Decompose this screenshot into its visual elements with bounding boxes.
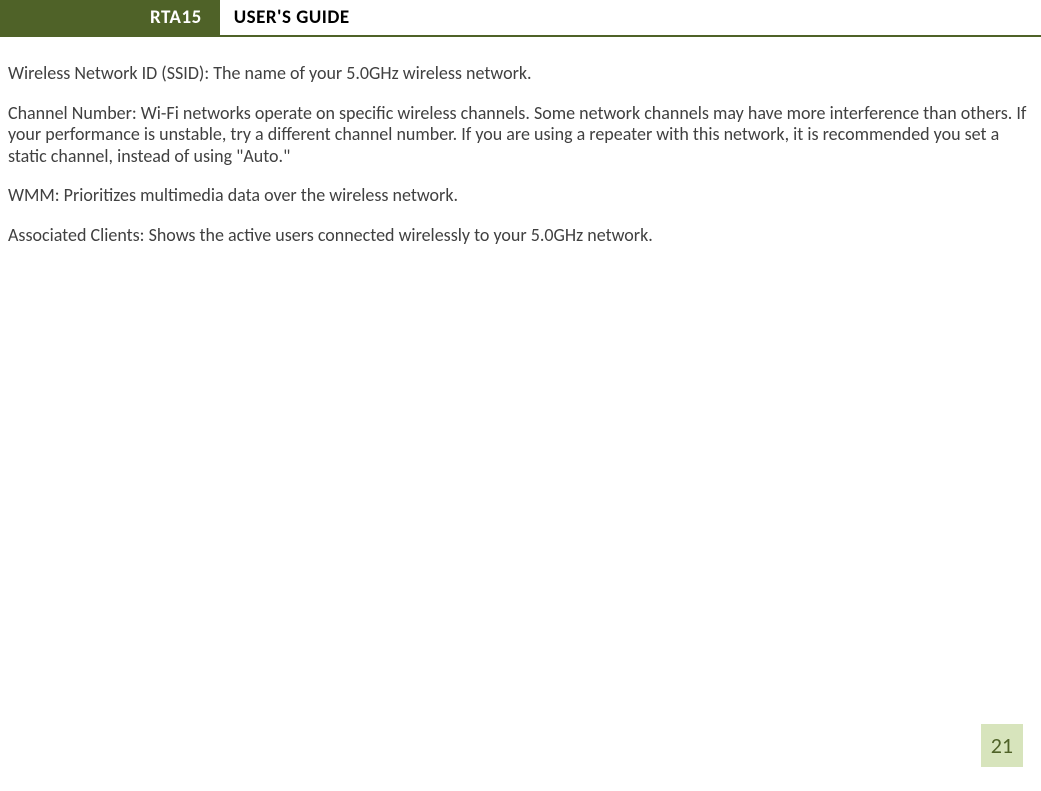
page-number: 21	[981, 724, 1023, 767]
paragraph-channel: Channel Number: Wi-Fi networks operate o…	[8, 103, 1033, 168]
page-content: Wireless Network ID (SSID): The name of …	[0, 37, 1041, 247]
paragraph-clients: Associated Clients: Shows the active use…	[8, 225, 1033, 247]
header-tab-label: RTA15	[150, 6, 202, 29]
paragraph-wmm: WMM: Prioritizes multimedia data over th…	[8, 185, 1033, 207]
header-title: USER'S GUIDE	[220, 0, 1041, 35]
header-title-text: USER'S GUIDE	[234, 6, 350, 29]
page-header: RTA15 USER'S GUIDE	[0, 0, 1041, 37]
header-tab: RTA15	[0, 0, 220, 35]
paragraph-ssid: Wireless Network ID (SSID): The name of …	[8, 63, 1033, 85]
page-number-value: 21	[991, 732, 1013, 759]
